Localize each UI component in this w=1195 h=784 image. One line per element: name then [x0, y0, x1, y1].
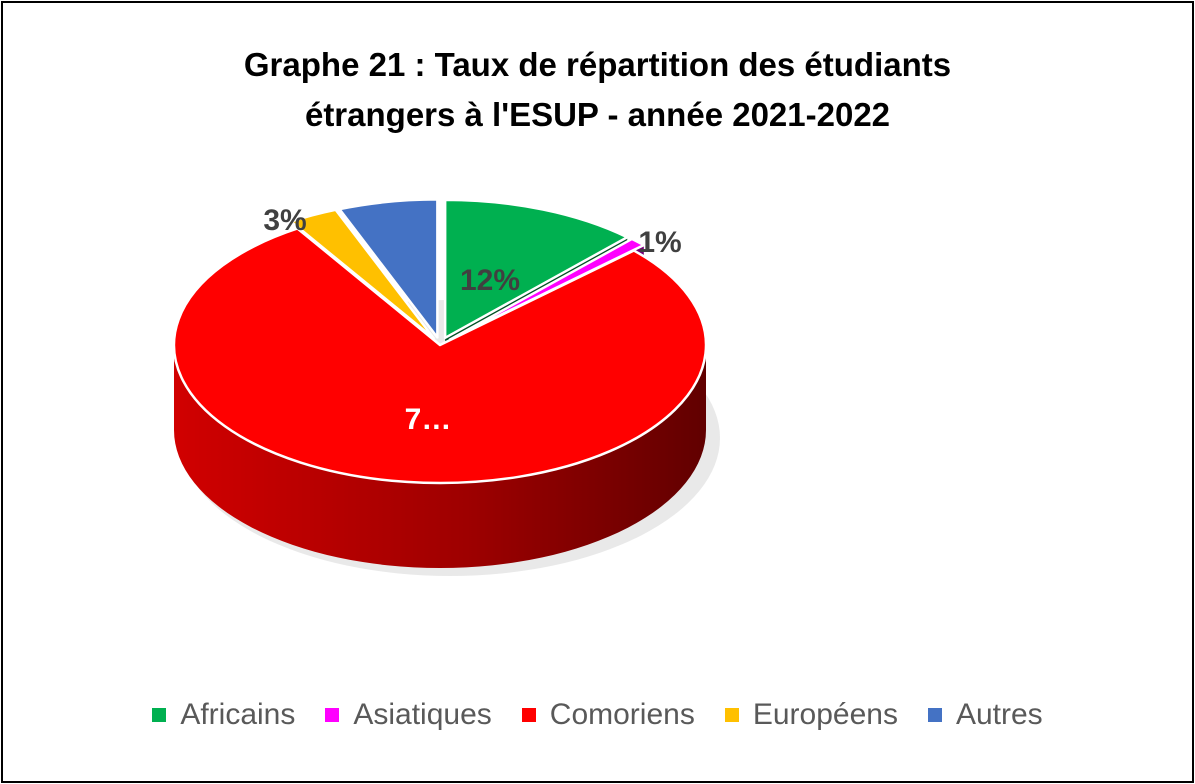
legend-label-africains: Africains [180, 698, 296, 731]
pie-slice-autres [338, 198, 439, 339]
legend-item-asiatiques: Asiatiques [325, 698, 492, 732]
data-label-africains: 12% [460, 264, 520, 297]
pie-slice-asiatiques [448, 237, 646, 341]
data-label-asiatiques: 1% [638, 226, 681, 259]
legend-label-asiatiques: Asiatiques [353, 698, 492, 731]
legend-swatch-asiatiques [325, 708, 340, 722]
legend-swatch-africains [152, 708, 167, 722]
pie-slice-africains [443, 198, 629, 340]
legend-label-autres: Autres [955, 698, 1043, 731]
legend-item-africains: Africains [152, 698, 295, 732]
data-label-comoriens: 7… [405, 403, 452, 436]
pie-tops [172, 198, 708, 485]
legend-swatch-européens [724, 708, 739, 722]
chart-title-line-1: Graphe 21 : Taux de répartition des étud… [243, 46, 952, 83]
legend-item-européens: Européens [724, 698, 898, 732]
chart-title-line-2: étrangers à l'ESUP - année 2021-2022 [304, 96, 891, 133]
pie-slice-comoriens [172, 227, 708, 485]
legend-item-comoriens: Comoriens [521, 698, 695, 732]
data-label-européens: 3% [263, 204, 306, 237]
legend-swatch-autres [927, 708, 942, 722]
legend-swatch-comoriens [521, 708, 536, 722]
chart-title: Graphe 21 : Taux de répartition des étud… [0, 40, 1195, 140]
chart-legend: Africains Asiatiques Comoriens Européens Aut… [0, 698, 1195, 732]
legend-item-autres: Autres [927, 698, 1043, 732]
pie-labels: 12% 1% 7… 3% [263, 204, 681, 436]
pie-side-comoriens [174, 345, 706, 568]
legend-label-comoriens: Comoriens [549, 698, 695, 731]
pie-slice-européens [289, 208, 435, 340]
legend-label-européens: Européens [752, 698, 898, 731]
